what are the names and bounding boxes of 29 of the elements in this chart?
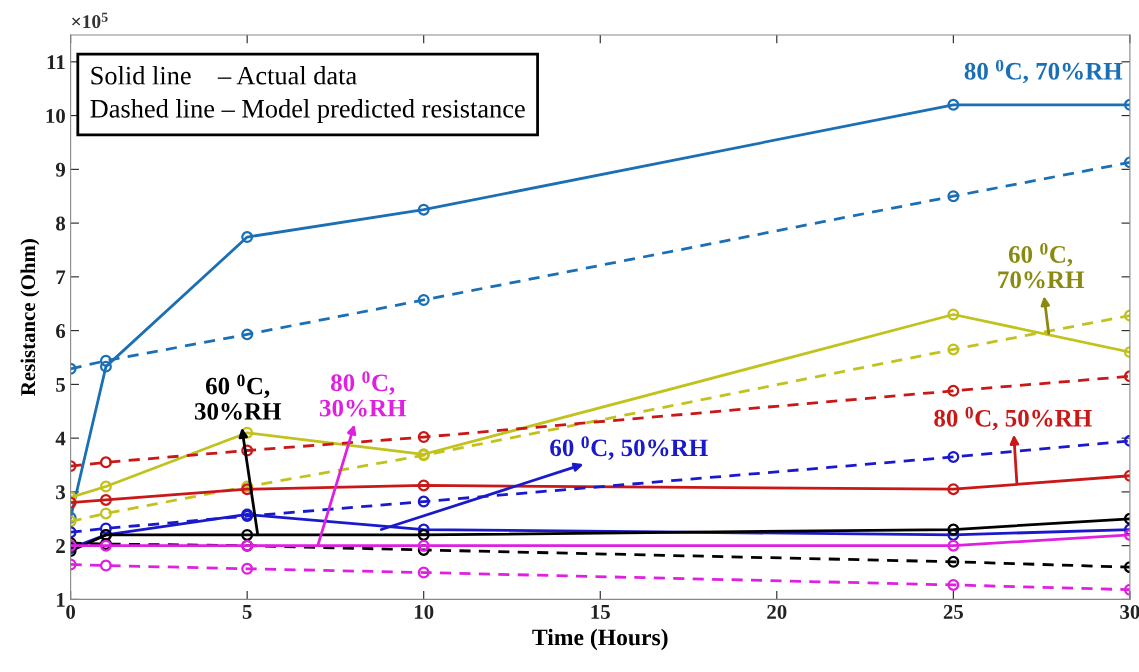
y-tick-label: 3 [56,485,66,500]
text: ×10$^{5}$ [72,12,108,29]
y-tick-label: 7 [56,270,66,285]
annotation: 80 $^{0}$C, 30%RH [319,371,407,417]
x-tick-label: 25 [943,604,963,619]
x-tick-label: 0 [66,604,76,619]
x-tick-label: 30 [1120,604,1139,619]
annotation: 60 $^{0}$C, 70%RH [998,242,1085,289]
y-tick-label: 10 [46,108,65,124]
annotation: 80 $^{0}$C, 70%RH [964,59,1123,84]
y-axis-title: Resistance (Ohm) [20,239,40,396]
y-tick-label: 6 [56,324,66,339]
annotation: Solid line – Actual data [91,65,357,85]
y-tick-label: 5 [56,377,65,392]
x-tick-label: 15 [591,604,610,619]
y-tick-label: 11 [47,55,65,70]
y-tick-label: 4 [55,431,66,446]
annotation: 60 $^{0}$C, 30%RH [194,374,282,420]
annotation: Dashed line – Model predicted resistance [90,99,525,124]
y-tick-label: 2 [56,539,65,553]
annotation: 60 $^{0}$C, 50%RH [550,436,708,460]
x-tick-label: 10 [414,604,434,619]
y-tick-label: 1 [57,592,65,607]
y-tick-label: 9 [55,162,65,177]
y-tick-label: 8 [56,216,66,231]
annotation: 80 $^{0}$C, 50%RH [934,406,1092,431]
x-axis-title: Time (Hours) [532,628,668,651]
x-tick-label: 20 [767,604,787,619]
x-tick-label: 5 [242,605,252,619]
